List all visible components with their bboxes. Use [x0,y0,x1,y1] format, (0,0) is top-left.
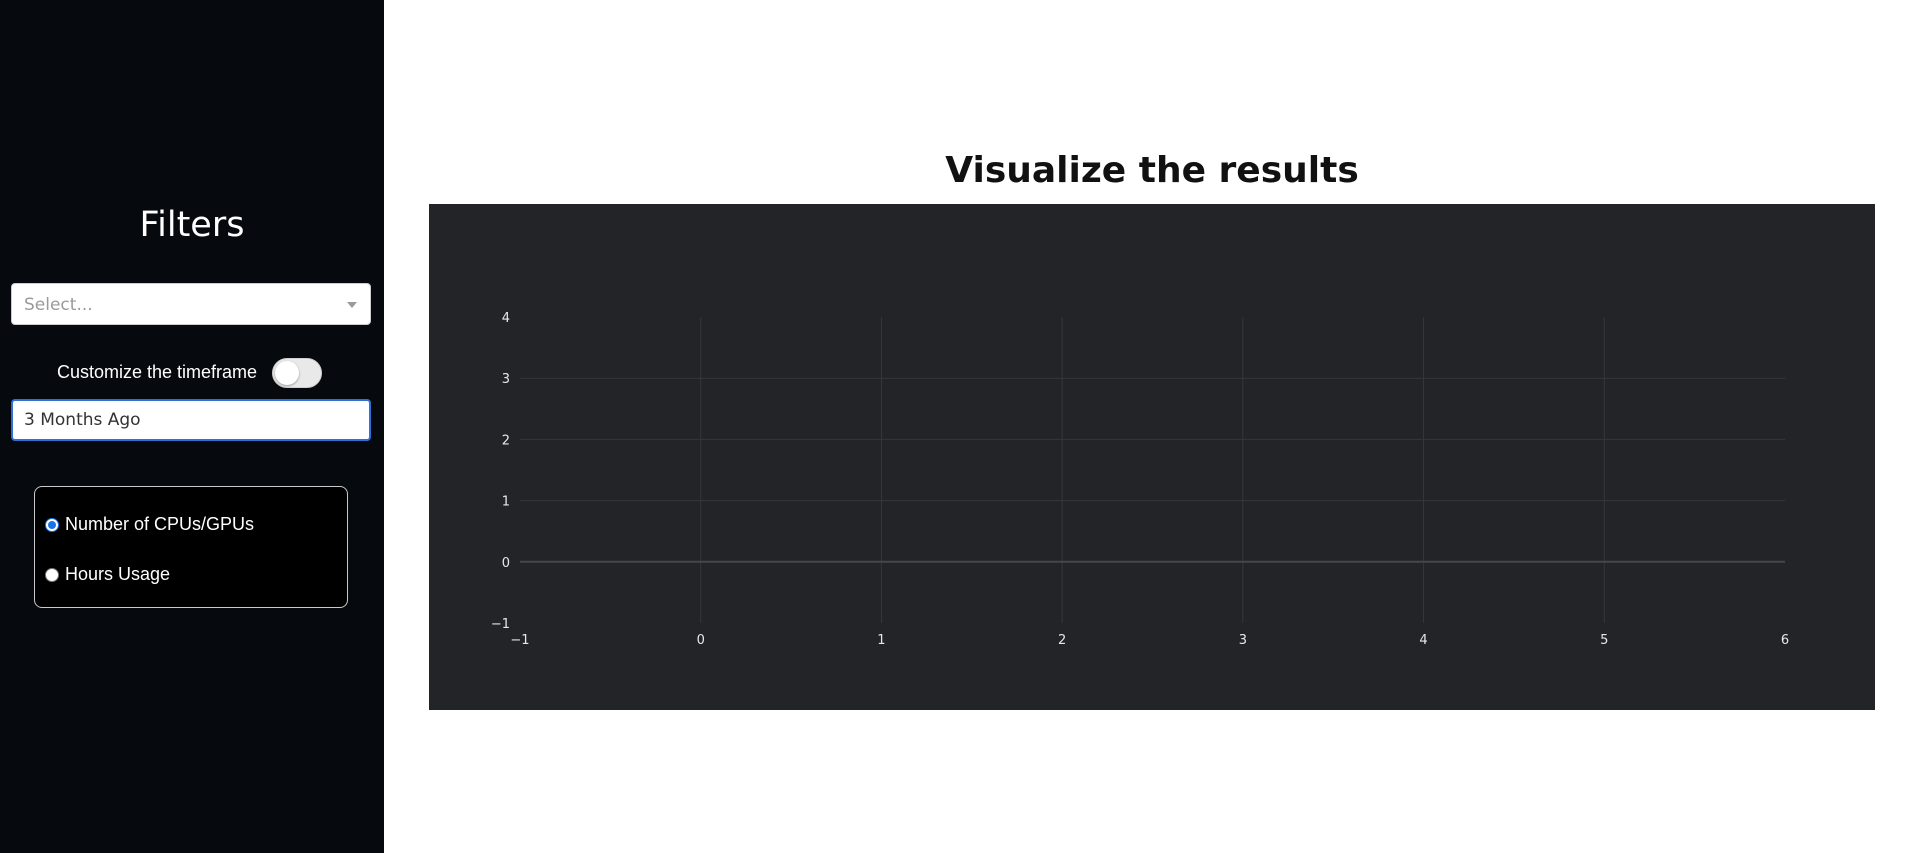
sidebar: Filters Select... Customize the timefram… [0,0,384,853]
x-tick-label: 0 [697,633,705,648]
toggle-knob [275,361,299,385]
radio-button-checked[interactable] [45,517,59,532]
metric-radio-group: Number of CPUs/GPUs Hours Usage [34,486,348,608]
radio-option-hours-usage[interactable]: Hours Usage [45,564,170,585]
y-tick-label: 3 [502,372,510,387]
filter-select-dropdown[interactable]: Select... [11,283,371,325]
timeframe-label: Customize the timeframe [57,362,258,382]
x-tick-label: 1 [877,633,885,648]
x-tick-label: −1 [510,633,529,648]
page-title: Visualize the results [945,150,1359,191]
timeframe-toggle[interactable] [272,358,322,388]
chart-panel[interactable]: −1 0 1 2 3 4 5 6 −1 0 1 2 3 4 [429,204,1875,710]
x-tick-label: 2 [1058,633,1066,648]
y-tick-label: −1 [491,617,510,632]
chart-svg: −1 0 1 2 3 4 5 6 −1 0 1 2 3 4 [491,311,1789,648]
x-tick-label: 6 [1781,633,1789,648]
sidebar-title: Filters [139,205,245,245]
x-tick-label: 5 [1600,633,1608,648]
timeframe-input[interactable] [11,399,371,441]
y-tick-label: 2 [502,433,510,448]
chevron-down-icon [347,302,357,308]
radio-option-cpus-gpus[interactable]: Number of CPUs/GPUs [45,514,254,535]
radio-label: Hours Usage [65,564,171,584]
timeframe-row: Customize the timeframe [0,356,384,390]
radio-button[interactable] [45,567,59,582]
select-placeholder: Select... [24,295,93,315]
y-tick-label: 0 [502,556,510,571]
y-tick-label: 1 [502,495,510,510]
y-tick-label: 4 [502,311,510,326]
x-tick-label: 3 [1239,633,1247,648]
radio-label: Number of CPUs/GPUs [65,514,255,534]
x-tick-label: 4 [1419,633,1427,648]
